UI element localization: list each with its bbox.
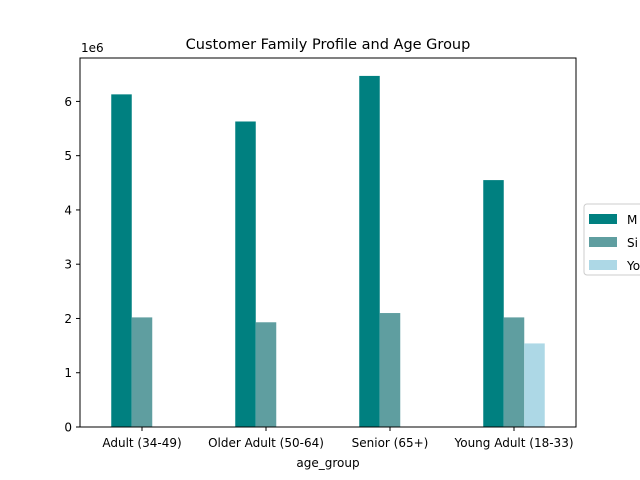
x-axis-label: age_group — [296, 456, 359, 470]
legend-label: M — [627, 213, 637, 227]
legend: M Si Yo — [583, 203, 640, 276]
plot-frame — [79, 57, 577, 428]
x-tick-label: Older Adult (50-64) — [208, 436, 324, 450]
legend-swatch — [589, 214, 617, 224]
y-tick-label: 4 — [64, 203, 72, 217]
bar-2-4 — [503, 317, 525, 427]
bar-2-1 — [131, 317, 153, 427]
x-tick-label: Adult (34-49) — [102, 436, 181, 450]
legend-label: Si — [627, 236, 638, 250]
legend-swatch — [589, 237, 617, 247]
bar-3-4 — [524, 343, 545, 427]
chart-title: Customer Family Profile and Age Group — [186, 37, 471, 53]
legend-swatch — [589, 260, 617, 270]
bar-1-3 — [359, 75, 380, 427]
y-axis-offset-label: 1e6 — [81, 41, 104, 55]
x-tick-label: Young Adult (18-33) — [453, 436, 573, 450]
bar-2-3 — [379, 313, 401, 427]
y-tick-label: 5 — [64, 149, 72, 163]
legend-label: Yo — [626, 259, 640, 273]
bars-group — [111, 75, 545, 428]
y-tick-label: 0 — [64, 421, 72, 435]
y-tick-label: 2 — [64, 312, 72, 326]
bar-2-2 — [255, 322, 277, 427]
x-axis: Adult (34-49) Older Adult (50-64) Senior (… — [102, 427, 574, 450]
bar-1-2 — [235, 121, 256, 428]
y-axis: 0 1 2 3 4 5 6 — [64, 95, 80, 435]
bar-1-4 — [483, 180, 504, 427]
y-tick-label: 3 — [64, 258, 72, 272]
y-tick-label: 1 — [64, 366, 72, 380]
bar-1-1 — [111, 94, 132, 428]
y-tick-label: 6 — [64, 95, 72, 109]
x-tick-label: Senior (65+) — [352, 436, 429, 450]
